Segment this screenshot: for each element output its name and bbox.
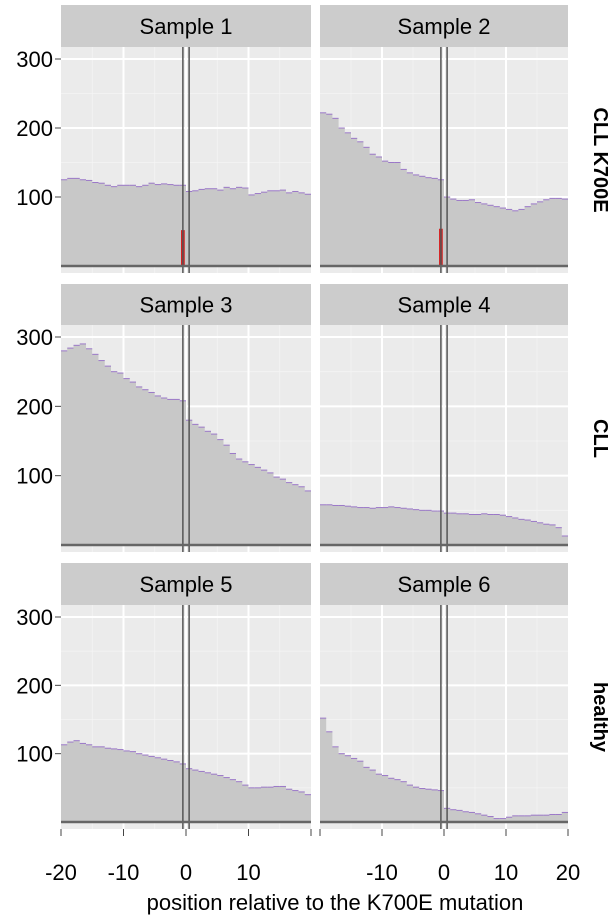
x-axis-column-1: -20 -10 0 10 [45,829,312,885]
y-tick-label: 300 [16,605,53,630]
x-tick-label: 20 [556,860,580,885]
y-axis-row-2: 100 200 300 CLL [16,325,608,489]
coverage-area [61,740,311,822]
facet-title: Sample 4 [398,293,491,318]
facet-panel-6: Sample 6 [320,563,568,829]
x-tick-label: 10 [236,860,260,885]
y-axis-row-3: 100 200 300 healthy [16,605,608,767]
y-tick-label: 100 [16,464,53,489]
coverage-area [320,112,568,266]
row-label: healthy [589,682,608,753]
facet-panel-3: Sample 3 [61,284,311,552]
facet-strip [61,563,311,605]
x-axis-title: position relative to the K700E mutation [147,890,524,915]
coverage-area [320,504,568,545]
y-tick-label: 300 [16,325,53,350]
coverage-area [61,178,311,266]
x-axis-column-2: -10 0 10 20 [319,829,580,885]
facet-title: Sample 5 [140,572,233,597]
x-tick-label: -20 [45,860,77,885]
facet-title: Sample 2 [398,14,491,39]
y-tick-label: 300 [16,47,53,72]
facet-panel-5: Sample 5 [61,563,311,829]
facet-title: Sample 1 [140,14,233,39]
x-tick-label: 0 [438,860,450,885]
facet-panel-2: Sample 2 [320,5,568,273]
facet-strip [320,284,568,325]
x-tick-label: 0 [180,860,192,885]
y-tick-label: 100 [16,742,53,767]
row-label: CLL [589,419,608,458]
y-axis-row-1: 100 200 300 CLL K700E [16,47,608,213]
facet-panel-1: Sample 1 [61,5,311,273]
facet-title: Sample 3 [140,293,233,318]
x-tick-label: -10 [108,860,140,885]
row-label: CLL K700E [589,107,608,212]
coverage-area [320,718,568,822]
facet-title: Sample 6 [398,572,491,597]
facet-strip [61,5,311,47]
y-tick-label: 200 [16,116,53,141]
facet-strip [320,563,568,605]
facet-panel-4: Sample 4 [320,284,568,552]
y-tick-label: 200 [16,673,53,698]
facet-strip [320,5,568,47]
x-tick-label: 10 [494,860,518,885]
y-tick-label: 100 [16,185,53,210]
x-tick-label: -10 [366,860,398,885]
y-tick-label: 200 [16,394,53,419]
facet-strip [61,284,311,325]
coverage-area [61,343,311,545]
